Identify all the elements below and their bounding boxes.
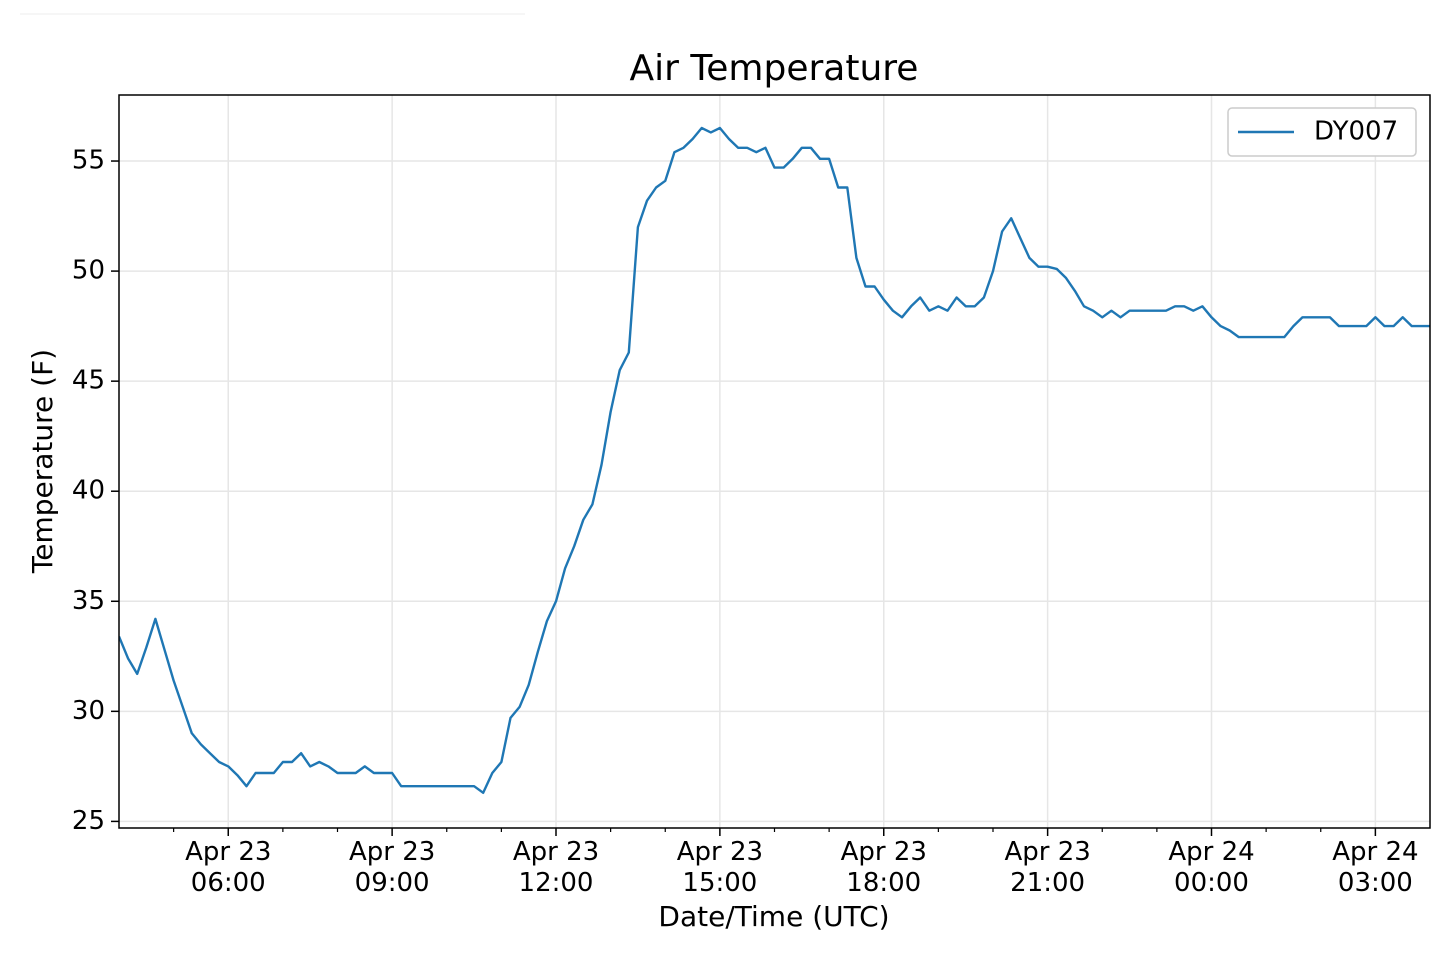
legend-box <box>1227 107 1417 157</box>
x-tick-line: Apr 23 <box>349 837 435 867</box>
x-tick-line: Apr 23 <box>677 837 763 867</box>
x-tick-line: 18:00 <box>846 868 921 898</box>
chart-title: Air Temperature <box>630 48 919 89</box>
x-tick-label: Apr 23 12:00 <box>513 837 599 898</box>
data-line <box>119 126 1430 794</box>
x-tick-label: Apr 24 00:00 <box>1168 837 1254 898</box>
y-tick-label: 45 <box>72 366 105 396</box>
plot-frame <box>118 94 1431 829</box>
x-axis-label: Date/Time (UTC) <box>658 900 889 933</box>
y-tick-label: 35 <box>72 586 105 616</box>
x-tick-label: Apr 24 03:00 <box>1332 837 1418 898</box>
x-tick-line: Apr 24 <box>1332 837 1418 867</box>
x-tick-line: Apr 23 <box>513 837 599 867</box>
x-tick-line: 21:00 <box>1010 868 1085 898</box>
x-tick-line: 00:00 <box>1174 868 1249 898</box>
x-tick-line: 06:00 <box>191 868 266 898</box>
x-tick-line: Apr 23 <box>185 837 271 867</box>
y-tick-label: 25 <box>72 806 105 836</box>
x-tick-label: Apr 23 21:00 <box>1004 837 1090 898</box>
x-tick-label: Apr 23 18:00 <box>841 837 927 898</box>
x-tick-line: 15:00 <box>682 868 757 898</box>
x-tick-line: 03:00 <box>1338 868 1413 898</box>
legend-label: DY007 <box>1314 117 1398 147</box>
x-tick-line: Apr 23 <box>1004 837 1090 867</box>
y-tick-label: 30 <box>72 696 105 726</box>
x-tick-label: Apr 23 06:00 <box>185 837 271 898</box>
x-tick-line: Apr 24 <box>1168 837 1254 867</box>
x-tick-label: Apr 23 09:00 <box>349 837 435 898</box>
y-tick-label: 40 <box>72 476 105 506</box>
y-axis-label: Temperature (F) <box>26 349 59 574</box>
x-tick-line: Apr 23 <box>841 837 927 867</box>
y-tick-label: 50 <box>72 256 105 286</box>
x-tick-line: 12:00 <box>519 868 594 898</box>
x-tick-line: 09:00 <box>355 868 430 898</box>
y-tick-label: 55 <box>72 146 105 176</box>
x-tick-label: Apr 23 15:00 <box>677 837 763 898</box>
